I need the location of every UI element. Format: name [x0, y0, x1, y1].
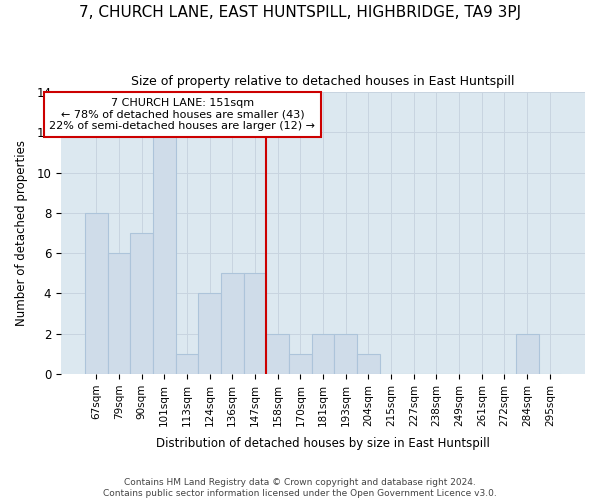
Text: Contains HM Land Registry data © Crown copyright and database right 2024.
Contai: Contains HM Land Registry data © Crown c…	[103, 478, 497, 498]
Bar	[516, 334, 539, 374]
Text: 7, CHURCH LANE, EAST HUNTSPILL, HIGHBRIDGE, TA9 3PJ: 7, CHURCH LANE, EAST HUNTSPILL, HIGHBRID…	[79, 5, 521, 20]
Bar	[153, 132, 176, 374]
Bar	[289, 354, 311, 374]
Bar	[85, 213, 107, 374]
Bar	[334, 334, 357, 374]
X-axis label: Distribution of detached houses by size in East Huntspill: Distribution of detached houses by size …	[156, 437, 490, 450]
Bar	[198, 294, 221, 374]
Bar	[221, 274, 244, 374]
Bar	[130, 233, 153, 374]
Title: Size of property relative to detached houses in East Huntspill: Size of property relative to detached ho…	[131, 75, 515, 88]
Bar	[311, 334, 334, 374]
Bar	[107, 253, 130, 374]
Bar	[244, 274, 266, 374]
Text: 7 CHURCH LANE: 151sqm
← 78% of detached houses are smaller (43)
22% of semi-deta: 7 CHURCH LANE: 151sqm ← 78% of detached …	[49, 98, 316, 131]
Bar	[266, 334, 289, 374]
Bar	[357, 354, 380, 374]
Bar	[176, 354, 198, 374]
Y-axis label: Number of detached properties: Number of detached properties	[15, 140, 28, 326]
